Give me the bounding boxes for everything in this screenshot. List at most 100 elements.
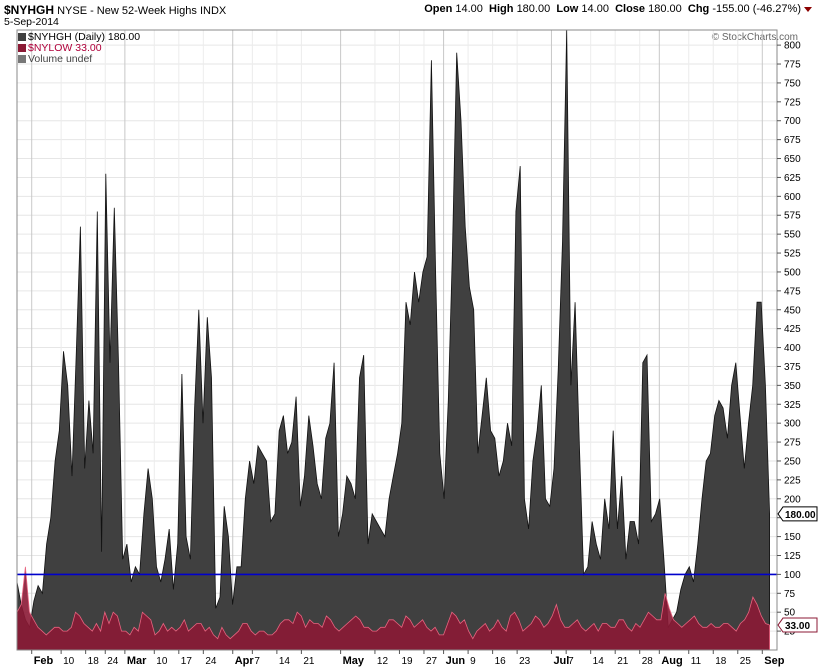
- x-tick-label: 16: [495, 656, 507, 667]
- x-tick-label: 21: [617, 656, 629, 667]
- close-label: Close: [615, 3, 646, 15]
- x-tick-label: 7: [254, 656, 260, 667]
- last-nyhgh-tag-box: [777, 506, 818, 522]
- legend-volume: Volume undef: [18, 54, 140, 65]
- open-label: Open: [424, 3, 453, 15]
- high-value: 180.00: [516, 3, 551, 15]
- title-line: $NYHGH NYSE - New 52-Week Highs INDX: [4, 3, 226, 17]
- x-tick-label: 18: [88, 656, 100, 667]
- x-axis: Feb 10 18 24 Mar 10 17 24 Apr 7 14 21 May 12 19 27 Jun 9 1…: [31, 650, 785, 667]
- chg-value: -155.00 (-46.27%): [712, 3, 801, 15]
- y-tick-label: 225: [784, 475, 801, 486]
- x-tick-label: 11: [691, 656, 702, 667]
- volume-swatch-icon: [18, 55, 26, 63]
- down-caret-icon: [804, 6, 812, 12]
- chart-legend: $NYHGH (Daily) 180.00 $NYLOW 33.00 Volum…: [18, 32, 140, 65]
- y-tick-label: 725: [784, 97, 801, 108]
- legend-nyhgh-label: $NYHGH (Daily) 180.00: [28, 31, 141, 43]
- series-areas: [16, 29, 770, 651]
- plot-border: [16, 29, 778, 651]
- y-tick-label: 375: [784, 362, 801, 373]
- low-label: Low: [556, 3, 579, 15]
- chart-header: $NYHGH NYSE - New 52-Week Highs INDX 5-S…: [0, 0, 820, 30]
- y-tick-label: 625: [784, 173, 801, 184]
- area-swatch-icon: [18, 44, 26, 52]
- y-tick-label: 200: [784, 494, 801, 505]
- watermark: © StockCharts.com: [711, 32, 798, 43]
- y-tick-label: 75: [784, 589, 796, 600]
- x-tick-label: 21: [303, 656, 315, 667]
- y-tick-label: 700: [784, 116, 801, 127]
- x-tick-label: 28: [642, 656, 654, 667]
- y-tick-label: 800: [784, 41, 801, 52]
- x-tick-label: 27: [426, 656, 438, 667]
- x-tick-label: Apr: [235, 655, 255, 667]
- y-tick-label: 100: [784, 570, 801, 581]
- y-tick-label: 750: [784, 78, 801, 89]
- x-tick-label: Jun: [446, 655, 466, 667]
- y-tick-label: 575: [784, 211, 801, 222]
- open-value: 14.00: [455, 3, 483, 15]
- y-tick-label: 525: [784, 249, 801, 260]
- x-tick-label: Sep: [764, 655, 784, 667]
- price-summary: Open 14.00 High 180.00 Low 14.00 Close 1…: [424, 3, 812, 15]
- x-tick-label: 25: [740, 656, 752, 667]
- legend-nyhgh: $NYHGH (Daily) 180.00: [18, 32, 140, 43]
- last-nyhgh-tag-label: 180.00: [785, 510, 816, 521]
- x-tick-label: Jul: [553, 655, 569, 667]
- legend-nylow-label: $NYLOW 33.00: [28, 42, 102, 54]
- last-nylow-tag-label: 33.00: [785, 621, 810, 632]
- y-tick-label: 150: [784, 532, 801, 543]
- x-tick-label: 14: [279, 656, 291, 667]
- low-value: 14.00: [581, 3, 609, 15]
- y-tick-label: 775: [784, 60, 801, 71]
- y-tick-label: 125: [784, 551, 801, 562]
- last-nylow-tag-box: [777, 617, 818, 633]
- x-tick-label: May: [343, 655, 365, 667]
- legend-nylow: $NYLOW 33.00: [18, 43, 140, 54]
- x-tick-label: 10: [63, 656, 75, 667]
- y-tick-label: 300: [784, 419, 801, 430]
- x-tick-label: 17: [181, 656, 193, 667]
- y-tick-label: 600: [784, 192, 801, 203]
- x-tick-label: Aug: [661, 655, 682, 667]
- series-nylow-area: [16, 566, 770, 651]
- x-tick-label: 19: [401, 656, 413, 667]
- y-tick-label: 450: [784, 305, 801, 316]
- x-tick-label: 14: [593, 656, 605, 667]
- x-tick-label: 10: [156, 656, 168, 667]
- y-tick-label: 250: [784, 456, 801, 467]
- y-tick-label: 425: [784, 324, 801, 335]
- x-tick-label: 23: [519, 656, 531, 667]
- y-tick-label: 275: [784, 438, 801, 449]
- y-tick-label: 650: [784, 154, 801, 165]
- x-tick-label: 24: [107, 656, 119, 667]
- x-tick-label: 18: [715, 656, 727, 667]
- y-tick-label: 475: [784, 286, 801, 297]
- y-tick-label: 675: [784, 135, 801, 146]
- value-tags: 180.00 33.00: [777, 506, 818, 633]
- y-tick-label: 400: [784, 343, 801, 354]
- chart-date: 5-Sep-2014: [4, 16, 59, 28]
- series-nyhgh-area: [16, 29, 770, 651]
- legend-volume-label: Volume undef: [28, 53, 93, 65]
- x-tick-label: 12: [377, 656, 389, 667]
- x-tick-label: Mar: [127, 655, 147, 667]
- area-swatch-icon: [18, 33, 26, 41]
- plot-frame: [16, 29, 778, 651]
- chg-label: Chg: [687, 3, 710, 15]
- y-tick-label: 550: [784, 230, 801, 241]
- exchange: INDX: [199, 5, 227, 17]
- y-tick-label: 500: [784, 267, 801, 278]
- close-value: 180.00: [648, 3, 682, 15]
- high-label: High: [489, 3, 514, 15]
- x-tick-label: 24: [205, 656, 217, 667]
- y-axis: 2550751001251501752002252502753003253503…: [777, 41, 801, 638]
- y-tick-label: 325: [784, 400, 801, 411]
- x-tick-label: 7: [568, 656, 574, 667]
- x-tick-label: 9: [470, 656, 476, 667]
- y-tick-label: 350: [784, 381, 801, 392]
- x-tick-label: Feb: [34, 655, 54, 667]
- description: NYSE - New 52-Week Highs: [57, 5, 197, 17]
